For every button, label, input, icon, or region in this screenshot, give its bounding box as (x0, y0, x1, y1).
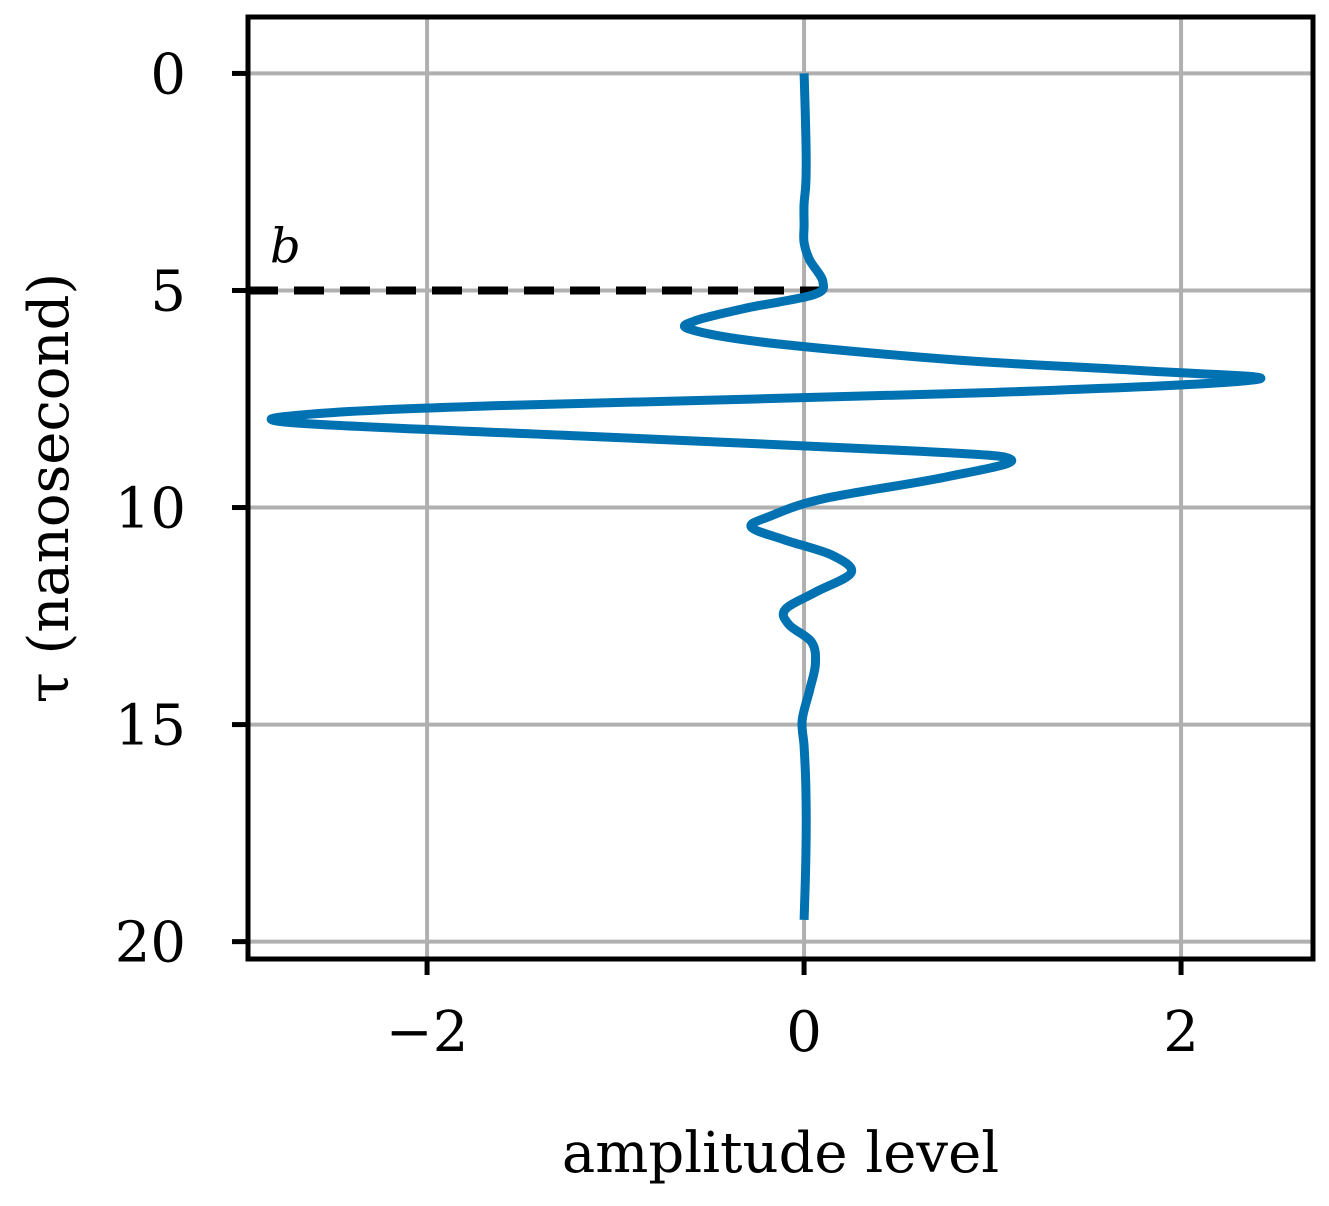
y-tick-label: 15 (115, 694, 186, 759)
plot-frame (245, 14, 1316, 962)
grid (248, 17, 1313, 959)
x-tick-label: 2 (1163, 1000, 1199, 1065)
series-line (266, 73, 1266, 921)
x-tick-label: −2 (386, 1000, 469, 1065)
y-tick-label: 0 (150, 42, 186, 107)
y-tick-label: 10 (115, 477, 186, 542)
annotation-label: b (270, 218, 301, 274)
x-axis-label: amplitude level (562, 1121, 999, 1186)
x-tick-label: 0 (786, 1000, 822, 1065)
y-tick-label: 5 (150, 259, 186, 324)
series-layer (266, 73, 1266, 921)
y-axis-label: τ (nanosecond) (17, 273, 82, 704)
y-tick-label: 20 (115, 911, 186, 976)
annotation-layer: b (248, 218, 823, 295)
